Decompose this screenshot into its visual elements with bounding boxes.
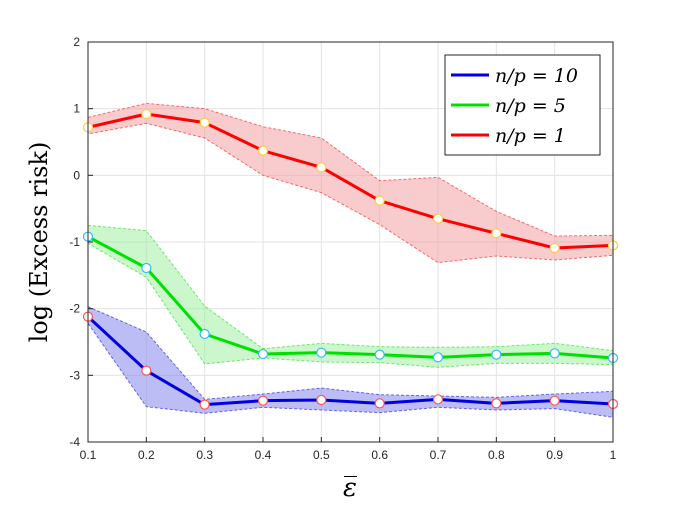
data-point	[257, 145, 269, 156]
data-point	[432, 352, 444, 363]
data-point	[141, 262, 152, 274]
data-point	[432, 394, 444, 405]
data-point	[257, 395, 269, 406]
data-point	[316, 394, 327, 406]
data-point	[141, 108, 152, 120]
x-tick-label: 0.5	[313, 448, 330, 462]
y-tick-label: 0	[73, 168, 80, 182]
x-tick-label: 0.7	[430, 448, 447, 462]
data-point	[549, 348, 560, 359]
series-line	[87, 112, 614, 250]
y-tick-label: 2	[73, 35, 80, 49]
y-tick-label: -2	[69, 302, 80, 316]
confidence-band	[87, 305, 614, 418]
x-tick-label: 0.4	[255, 448, 272, 462]
data-point	[374, 195, 385, 206]
x-tick-label: 0.3	[196, 448, 213, 462]
x-tick-label: 0.6	[371, 448, 388, 462]
data-point	[374, 349, 385, 360]
data-point	[549, 395, 560, 406]
series-markers	[82, 108, 619, 410]
y-tick-label: -3	[69, 368, 80, 382]
data-point	[199, 328, 210, 340]
data-point	[374, 398, 385, 409]
data-point	[491, 349, 502, 360]
legend-label: n/p = 1	[495, 125, 566, 147]
data-point	[491, 228, 502, 239]
data-point	[257, 348, 269, 360]
data-point	[199, 399, 210, 410]
series-line	[86, 315, 614, 407]
y-tick-label: -4	[69, 435, 80, 449]
data-point	[316, 347, 327, 358]
x-tick-label: 0.2	[138, 448, 155, 462]
y-axis-label: log (Excess risk)	[25, 142, 53, 343]
series-lines	[86, 112, 614, 407]
legend-label: n/p = 5	[495, 95, 566, 117]
data-point	[141, 365, 152, 376]
legend: n/p = 10 n/p = 5 n/p = 1	[444, 54, 601, 156]
x-axis-label: ε̅	[343, 473, 357, 503]
series-line	[87, 235, 614, 360]
x-tick-label: 0.8	[488, 448, 505, 462]
y-tick-label: 1	[73, 102, 80, 116]
data-point	[491, 398, 502, 409]
data-point	[549, 242, 560, 254]
x-tick-label: 0.9	[546, 448, 563, 462]
x-tick-label: 1	[610, 448, 617, 462]
y-ticks: -4 -3 -2 -1 0 1 2	[69, 35, 93, 449]
x-ticks: 0.1 0.2 0.3 0.4 0.5 0.6 0.7 0.8 0.9 1	[80, 437, 617, 462]
data-point	[316, 162, 327, 173]
legend-label: n/p = 10	[495, 65, 578, 87]
data-point	[199, 117, 210, 128]
y-tick-label: -1	[69, 235, 80, 249]
data-point	[432, 213, 444, 224]
x-tick-label: 0.1	[80, 448, 97, 462]
